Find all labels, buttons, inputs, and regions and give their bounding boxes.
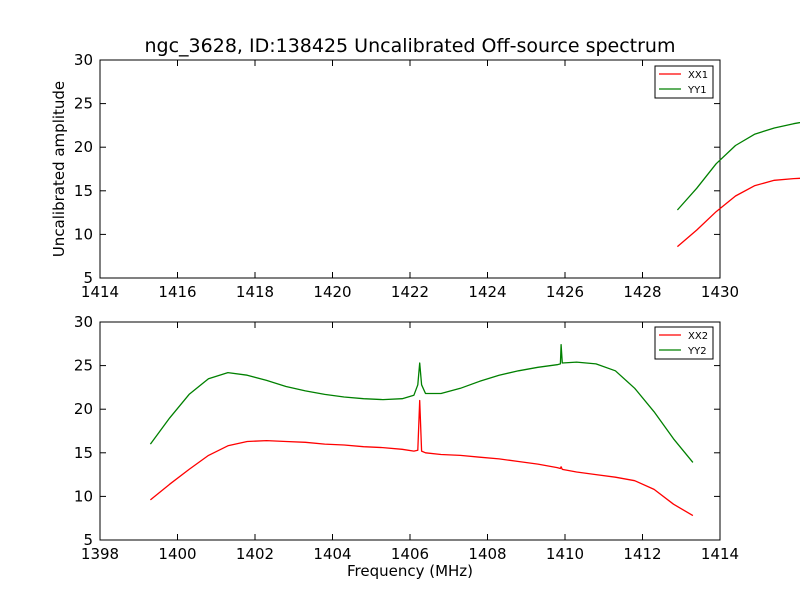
bottom-y-axis-ticks: 5 10 15 20 25 30 bbox=[74, 313, 720, 549]
legend-label-xx2: XX2 bbox=[688, 331, 708, 342]
chart-title: ngc_3628, ID:138425 Uncalibrated Off-sou… bbox=[145, 35, 676, 57]
bottom-x-axis-ticks: 1398 1400 1402 1404 1406 1408 1410 1412 1414 bbox=[81, 322, 739, 563]
series-line-xx2 bbox=[149, 399, 694, 517]
x-tick-label: 1430 bbox=[701, 283, 739, 301]
top-legend: XX1 YY1 bbox=[654, 65, 714, 99]
legend-label-yy1: YY1 bbox=[687, 85, 707, 96]
y-tick-label: 30 bbox=[74, 51, 93, 69]
bottom-legend-box bbox=[654, 326, 714, 360]
legend-label-yy2: YY2 bbox=[687, 346, 707, 357]
top-plot-frame bbox=[99, 59, 721, 279]
bottom-plot-frame bbox=[99, 321, 721, 541]
y-tick-label: 15 bbox=[74, 182, 93, 200]
top-x-axis-ticks: 1414 1416 1418 1420 1422 1424 1426 1428 1430 bbox=[81, 60, 739, 301]
bottom-series-lines bbox=[149, 344, 694, 517]
top-panel: 1414 1416 1418 1420 1422 1424 1426 1428 1430 5 10… bbox=[74, 51, 800, 301]
x-tick-label: 1402 bbox=[236, 545, 274, 563]
top-series-lines bbox=[676, 121, 800, 248]
bottom-panel: 1398 1400 1402 1404 1406 1408 1410 1412 1414 5 10… bbox=[74, 313, 739, 563]
series-line-yy2 bbox=[149, 344, 694, 463]
y-tick-label: 20 bbox=[74, 138, 93, 156]
y-tick-label: 25 bbox=[74, 357, 93, 375]
x-tick-label: 1410 bbox=[546, 545, 584, 563]
y-tick-label: 10 bbox=[74, 225, 93, 243]
y-tick-label: 20 bbox=[74, 400, 93, 418]
x-tick-label: 1414 bbox=[81, 283, 119, 301]
top-legend-box bbox=[654, 65, 714, 99]
x-tick-label: 1414 bbox=[701, 545, 739, 563]
y-tick-label: 5 bbox=[83, 531, 93, 549]
x-tick-label: 1406 bbox=[391, 545, 429, 563]
y-tick-label: 10 bbox=[74, 487, 93, 505]
x-tick-label: 1404 bbox=[313, 545, 351, 563]
x-tick-label: 1422 bbox=[391, 283, 429, 301]
x-tick-label: 1416 bbox=[158, 283, 196, 301]
series-line-xx1 bbox=[676, 177, 800, 248]
x-tick-label: 1400 bbox=[158, 545, 196, 563]
y-tick-label: 5 bbox=[83, 269, 93, 287]
x-tick-label: 1426 bbox=[546, 283, 584, 301]
top-y-axis-ticks: 5 10 15 20 25 30 bbox=[74, 51, 720, 287]
x-tick-label: 1418 bbox=[236, 283, 274, 301]
x-tick-label: 1398 bbox=[81, 545, 119, 563]
y-tick-label: 30 bbox=[74, 313, 93, 331]
legend-label-xx1: XX1 bbox=[688, 70, 708, 81]
x-tick-label: 1424 bbox=[468, 283, 506, 301]
x-tick-label: 1428 bbox=[623, 283, 661, 301]
y-axis-label: Uncalibrated amplitude bbox=[50, 81, 68, 257]
x-tick-label: 1408 bbox=[468, 545, 506, 563]
y-tick-label: 15 bbox=[74, 444, 93, 462]
y-tick-label: 25 bbox=[74, 95, 93, 113]
x-axis-label: Frequency (MHz) bbox=[347, 562, 473, 580]
x-tick-label: 1420 bbox=[313, 283, 351, 301]
x-tick-label: 1412 bbox=[623, 545, 661, 563]
series-line-yy1 bbox=[676, 121, 800, 211]
bottom-legend: XX2 YY2 bbox=[654, 326, 714, 360]
